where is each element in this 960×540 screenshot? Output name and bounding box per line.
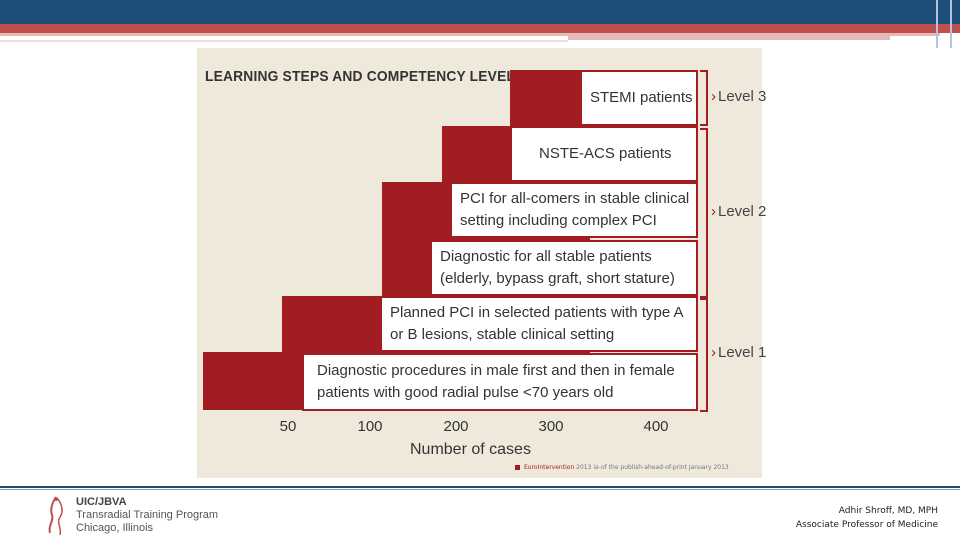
x-axis-label: Number of cases [410, 441, 531, 458]
step-box-planned-pci: Planned PCI in selected patients with ty… [380, 296, 698, 352]
top-accent-stripe [0, 40, 568, 42]
top-accent-bar [0, 24, 960, 33]
uic-logo-icon [48, 496, 63, 536]
level-bracket [700, 128, 708, 298]
top-banner [0, 0, 960, 24]
step-label-line: patients with good radial pulse <70 year… [317, 384, 614, 401]
step-label-line: (elderly, bypass graft, short stature) [440, 270, 675, 287]
step-label: NSTE-ACS patients [539, 145, 672, 162]
logo-line: Chicago, Illinois [76, 522, 154, 534]
logo-line: UIC/JBVA [76, 496, 127, 508]
level-bracket [700, 298, 708, 412]
x-tick-label: 50 [279, 418, 297, 435]
step-label-line: or B lesions, stable clinical setting [390, 326, 615, 343]
corner-decoration [936, 0, 952, 48]
source-mark-icon [515, 465, 520, 470]
level-label: Level 3 [711, 88, 766, 105]
author-title: Associate Professor of Medicine [795, 520, 938, 530]
figure-title: LEARNING STEPS AND COMPETENCY LEVELS [205, 68, 525, 85]
source-year: 2013 [576, 464, 592, 471]
program-logo-text: UIC/JBVA Transradial Training Program Ch… [76, 496, 218, 535]
level-label: Level 2 [711, 203, 766, 220]
footer-divider [0, 489, 960, 490]
step-box-diagnostic-procedures: Diagnostic procedures in male first and … [302, 353, 698, 411]
x-tick-label: 100 [357, 418, 383, 435]
competency-figure: LEARNING STEPS AND COMPETENCY LEVELS STE… [197, 48, 766, 478]
source-brand: EuroIntervention [524, 464, 575, 471]
author-name: Adhir Shroff, MD, MPH [838, 506, 938, 516]
step-label-line: Diagnostic procedures in male first and … [317, 362, 675, 379]
step-box-pci-all-comers: PCI for all-comers in stable clinical se… [450, 182, 698, 238]
author-block: Adhir Shroff, MD, MPH Associate Professo… [796, 504, 938, 532]
x-tick-label: 200 [443, 418, 469, 435]
step-label-line: Diagnostic for all stable patients [440, 248, 652, 265]
x-tick-label: 400 [643, 418, 669, 435]
logo-line: Transradial Training Program [76, 509, 219, 521]
level-bracket [700, 70, 708, 126]
figure-source: EuroIntervention 2013 ia-of the publish-… [515, 464, 729, 471]
step-label-line: PCI for all-comers in stable clinical [460, 190, 690, 207]
step-label-line: setting including complex PCI [460, 212, 657, 229]
step-box-stemi: STEMI patients [580, 70, 698, 126]
step-box-nste-acs: NSTE-ACS patients [510, 126, 698, 182]
source-detail: ia-of the publish-ahead-of-print January… [593, 464, 729, 471]
step-box-diagnostic-stable: Diagnostic for all stable patients (elde… [430, 240, 698, 296]
x-tick-label: 300 [538, 418, 564, 435]
level-label: Level 1 [711, 344, 766, 361]
top-accent-stripe [568, 36, 890, 40]
step-label-line: Planned PCI in selected patients with ty… [390, 304, 684, 321]
top-accent-line [0, 33, 940, 36]
step-label: STEMI patients [590, 89, 693, 106]
footer-divider [0, 486, 960, 488]
